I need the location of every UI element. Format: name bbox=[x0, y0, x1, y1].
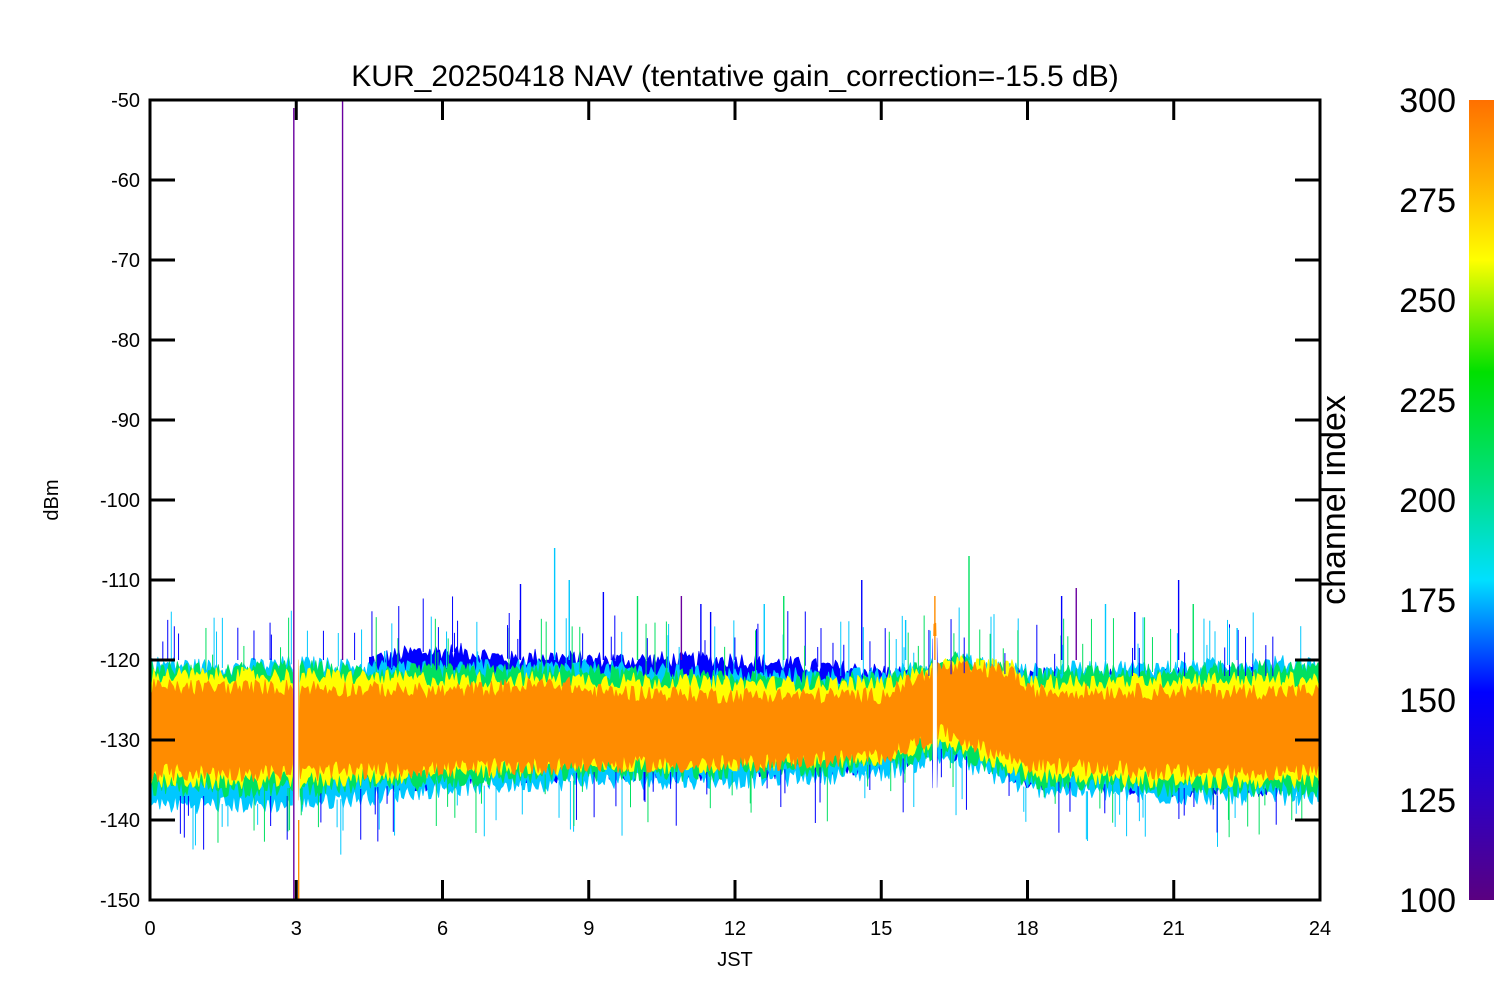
colorbar-tick-label: 300 bbox=[1399, 82, 1456, 120]
colorbar-tick-label: 275 bbox=[1399, 182, 1456, 220]
colorbar-tick-label: 200 bbox=[1399, 482, 1456, 520]
chart-title: KUR_20250418 NAV (tentative gain_correct… bbox=[351, 60, 1118, 93]
x-tick-label: 15 bbox=[870, 918, 892, 940]
colorbar-tick-label: 175 bbox=[1399, 582, 1456, 620]
y-tick-label: -80 bbox=[111, 330, 140, 352]
colorbar-tick-label: 225 bbox=[1399, 382, 1456, 420]
colorbar-tick-label: 150 bbox=[1399, 682, 1456, 720]
colorbar-ticks: 300 275 250 225 200 175 150 125 100 bbox=[1399, 82, 1456, 920]
y-tick-label: -120 bbox=[100, 650, 140, 672]
x-tick-label: 6 bbox=[437, 918, 448, 940]
y-axis-title: dBm bbox=[41, 479, 63, 520]
y-tick-label: -50 bbox=[111, 90, 140, 112]
y-tick-label: -90 bbox=[111, 410, 140, 432]
x-tick-label: 18 bbox=[1016, 918, 1038, 940]
y-tick-label: -60 bbox=[111, 170, 140, 192]
colorbar-tick-label: 125 bbox=[1399, 782, 1456, 820]
data-gap-0 bbox=[294, 636, 299, 868]
series-band-4 bbox=[150, 622, 1320, 801]
x-tick-label: 21 bbox=[1163, 918, 1185, 940]
x-tick-label: 3 bbox=[291, 918, 302, 940]
y-tick-label: -150 bbox=[100, 890, 140, 912]
y-axis: -50 -60 -70 -80 -90 -100 -110 -120 -130 -140 -150 bbox=[100, 90, 1320, 912]
x-axis-title: JST bbox=[717, 949, 753, 971]
colorbar-tick-label: 250 bbox=[1399, 282, 1456, 320]
spike-layer bbox=[293, 100, 1238, 900]
colorbar-title: channel index bbox=[1315, 395, 1353, 605]
x-tick-label: 9 bbox=[583, 918, 594, 940]
x-axis: 0 3 6 9 12 15 18 21 24 bbox=[144, 100, 1331, 940]
y-tick-label: -140 bbox=[100, 810, 140, 832]
colorbar-tick-label: 100 bbox=[1399, 882, 1456, 920]
y-tick-label: -100 bbox=[100, 490, 140, 512]
x-tick-label: 0 bbox=[144, 918, 155, 940]
y-tick-label: -110 bbox=[101, 570, 140, 592]
data-gap-1 bbox=[932, 636, 937, 868]
x-tick-label: 24 bbox=[1309, 918, 1331, 940]
series-layer bbox=[150, 596, 1320, 868]
colorbar bbox=[1469, 100, 1494, 900]
x-tick-label: 12 bbox=[724, 918, 746, 940]
y-tick-label: -70 bbox=[111, 250, 140, 272]
y-tick-label: -130 bbox=[100, 730, 140, 752]
plot-area bbox=[150, 100, 1320, 900]
